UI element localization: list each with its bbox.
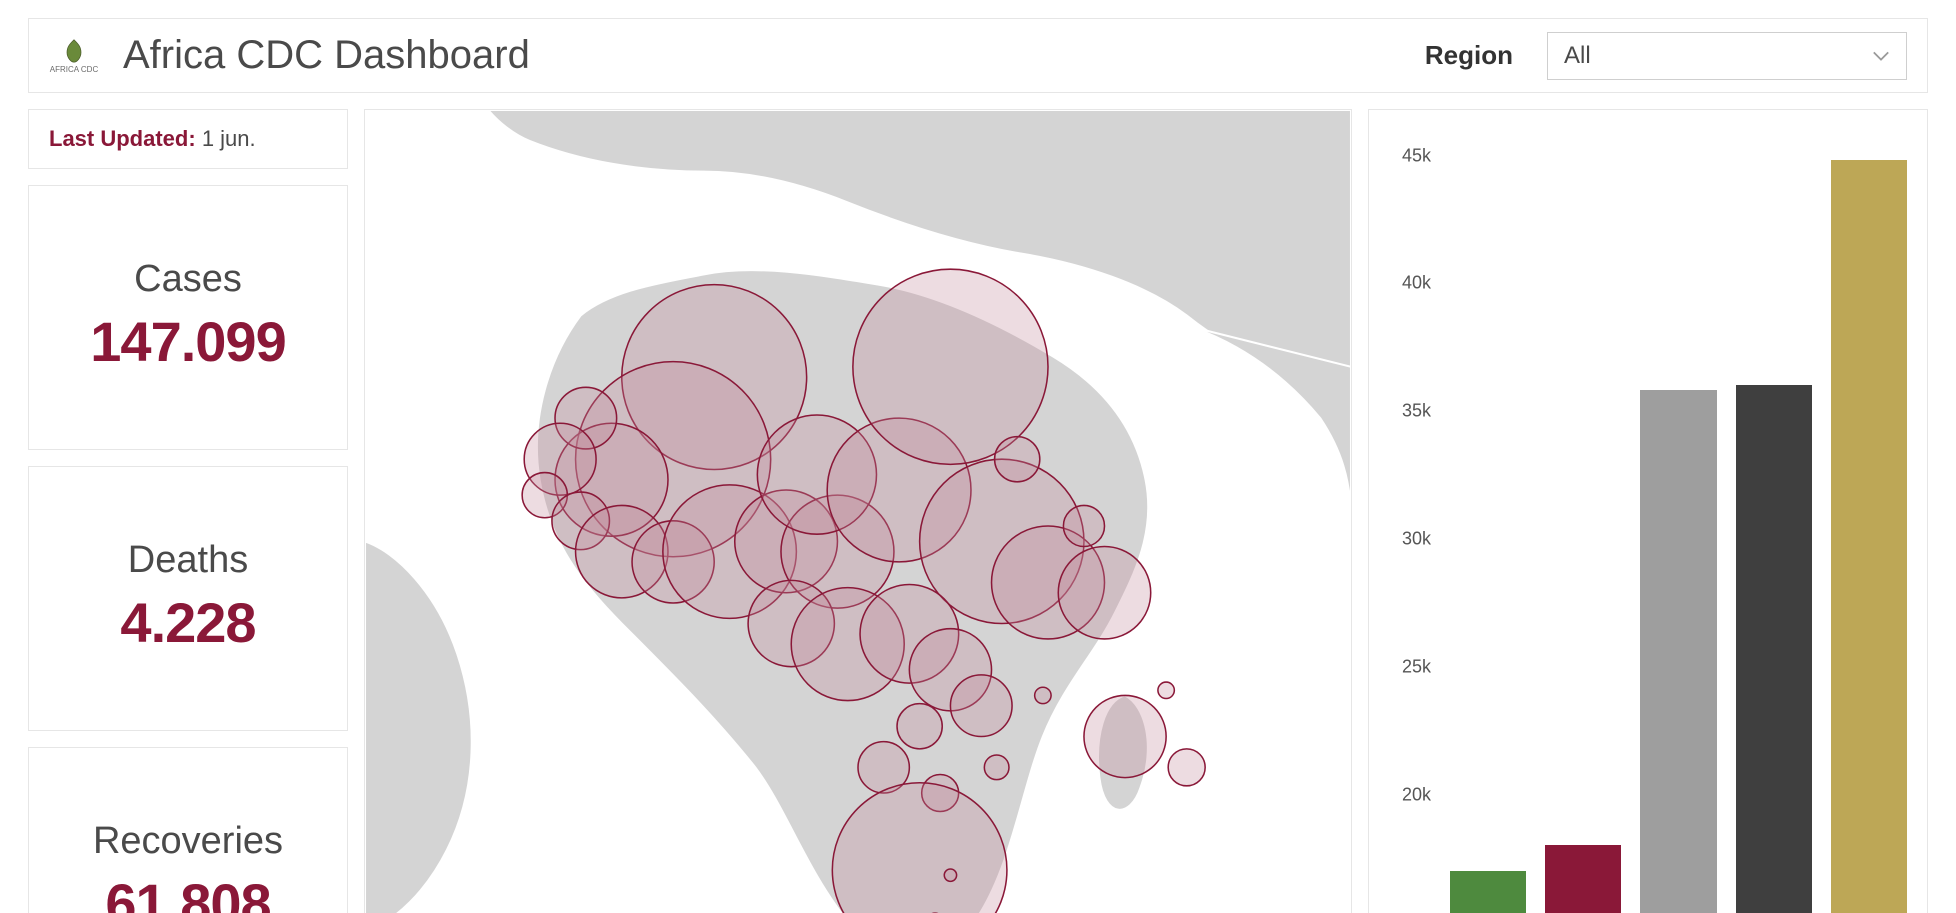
map-bubble[interactable] [1158, 682, 1174, 698]
deaths-value: 4.228 [39, 590, 337, 655]
map-bubble[interactable] [1084, 695, 1166, 777]
deaths-card: Deaths 4.228 [28, 466, 348, 731]
logo-text: AFRICA CDC [50, 65, 98, 74]
map-bubble[interactable] [1035, 687, 1051, 703]
cases-value: 147.099 [39, 309, 337, 374]
map-bubble[interactable] [995, 437, 1040, 482]
map-bubble[interactable] [944, 869, 956, 881]
chart-column: 15k20k25k30k35k40k45k CentralEasternSout… [1368, 109, 1928, 913]
map-bubble[interactable] [1058, 547, 1150, 639]
chart-bar[interactable] [1450, 871, 1526, 913]
y-tick: 25k [1402, 656, 1431, 677]
page-title: Africa CDC Dashboard [123, 33, 1401, 78]
last-updated-card: Last Updated: 1 jun. [28, 109, 348, 169]
map-bubble[interactable] [853, 269, 1048, 464]
header-bar: AFRICA CDC Africa CDC Dashboard Region A… [28, 18, 1928, 93]
map-bubble[interactable] [984, 755, 1009, 780]
cases-by-region-chart: 15k20k25k30k35k40k45k CentralEasternSout… [1368, 109, 1928, 913]
chart-bar[interactable] [1736, 385, 1812, 913]
chart-bar[interactable] [1831, 160, 1907, 913]
map-bubble[interactable] [1063, 505, 1104, 546]
map-canvas[interactable] [365, 110, 1351, 913]
recoveries-title: Recoveries [39, 820, 337, 863]
chevron-down-icon [1872, 50, 1890, 62]
map-panel[interactable]: Esri, FAO, NOAA | Esri, FAO, N… [364, 109, 1352, 913]
y-tick: 20k [1402, 784, 1431, 805]
africa-cdc-logo: AFRICA CDC [49, 31, 99, 81]
recoveries-card: Recoveries 61.808 [28, 747, 348, 913]
region-select[interactable]: All [1547, 32, 1907, 80]
chart-y-axis: 15k20k25k30k35k40k45k [1379, 130, 1439, 913]
region-select-value: All [1564, 42, 1591, 70]
region-label: Region [1425, 40, 1513, 71]
cases-title: Cases [39, 258, 337, 301]
chart-bar[interactable] [1640, 390, 1716, 913]
map-bubble[interactable] [897, 704, 942, 749]
map-column: Esri, FAO, NOAA | Esri, FAO, N… Map of C… [364, 109, 1352, 913]
last-updated-label: Last Updated: [49, 126, 196, 151]
y-tick: 40k [1402, 273, 1431, 294]
y-tick: 45k [1402, 145, 1431, 166]
y-tick: 30k [1402, 529, 1431, 550]
chart-bar[interactable] [1545, 845, 1621, 913]
chart-plot-area [1439, 130, 1917, 913]
map-bubble[interactable] [950, 675, 1012, 737]
last-updated-value: 1 jun. [202, 126, 256, 151]
cases-card: Cases 147.099 [28, 185, 348, 450]
recoveries-value: 61.808 [39, 871, 337, 913]
deaths-title: Deaths [39, 539, 337, 582]
y-tick: 35k [1402, 401, 1431, 422]
map-bubble[interactable] [1168, 749, 1205, 786]
stats-column: Last Updated: 1 jun. Cases 147.099 Death… [28, 109, 348, 913]
